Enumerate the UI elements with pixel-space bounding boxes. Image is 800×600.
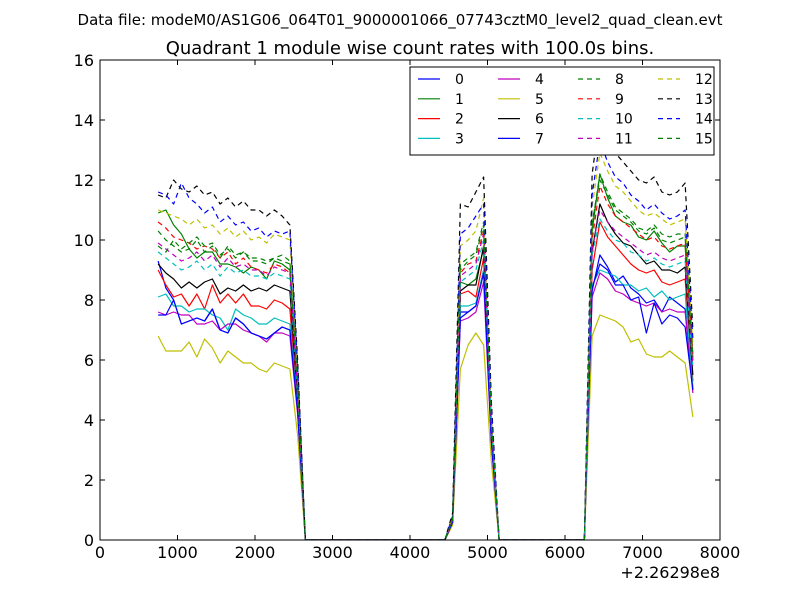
x-tick-label: 8000 — [700, 543, 741, 562]
y-tick-label: 0 — [84, 531, 94, 550]
x-tick-label: 4000 — [390, 543, 431, 562]
x-offset-label: +2.26298e8 — [620, 563, 720, 582]
series-line-5 — [157, 314, 694, 540]
chart-title: Quadrant 1 module wise count rates with … — [166, 38, 655, 59]
legend-label: 13 — [695, 92, 713, 108]
x-tick-label: 6000 — [545, 543, 586, 562]
legend-label: 11 — [615, 131, 633, 147]
legend-label: 14 — [695, 112, 713, 128]
legend-label: 4 — [535, 72, 544, 88]
axes: 0 1000 2000 3000 4000 5000 6000 7000 80000246810… — [74, 51, 741, 562]
x-tick-label: 0 — [95, 543, 105, 562]
legend-label: 7 — [535, 131, 544, 147]
series-line-8 — [157, 173, 694, 540]
legend-label: 6 — [535, 112, 544, 128]
series-line-4 — [157, 272, 694, 540]
legend-label: 1 — [455, 92, 464, 108]
series-line-10 — [157, 218, 694, 540]
x-tick-label: 7000 — [622, 543, 663, 562]
x-tick-label: 5000 — [467, 543, 508, 562]
y-tick-label: 10 — [74, 231, 94, 250]
legend-label: 8 — [615, 72, 624, 88]
legend-label: 9 — [615, 92, 624, 108]
series-layer — [157, 116, 694, 540]
legend-label: 12 — [695, 72, 713, 88]
series-line-12 — [157, 152, 694, 540]
x-tick-label: 2000 — [235, 543, 276, 562]
series-line-7 — [158, 263, 694, 540]
legend-label: 2 — [455, 112, 464, 128]
y-tick-label: 6 — [84, 351, 94, 370]
x-tick-label: 3000 — [312, 543, 353, 562]
series-line-2 — [157, 221, 694, 540]
legend-label: 15 — [695, 131, 713, 147]
legend-label: 10 — [615, 112, 633, 128]
y-tick-label: 12 — [74, 171, 94, 190]
y-tick-label: 16 — [74, 51, 94, 70]
y-tick-label: 2 — [84, 471, 94, 490]
series-line-6 — [157, 203, 694, 540]
legend-label: 0 — [455, 72, 464, 88]
series-line-3 — [157, 269, 694, 540]
y-tick-label: 14 — [74, 111, 94, 130]
series-line-11 — [157, 209, 694, 540]
series-line-1 — [157, 173, 694, 540]
y-tick-label: 8 — [84, 291, 94, 310]
x-tick-label: 1000 — [157, 543, 198, 562]
legend-label: 5 — [535, 92, 544, 108]
series-line-15 — [157, 179, 694, 540]
legend-box — [409, 66, 715, 156]
legend-label: 3 — [455, 131, 464, 147]
figure-suptitle: Data file: modeM0/AS1G06_064T01_90000010… — [78, 11, 723, 30]
y-tick-label: 4 — [84, 411, 94, 430]
